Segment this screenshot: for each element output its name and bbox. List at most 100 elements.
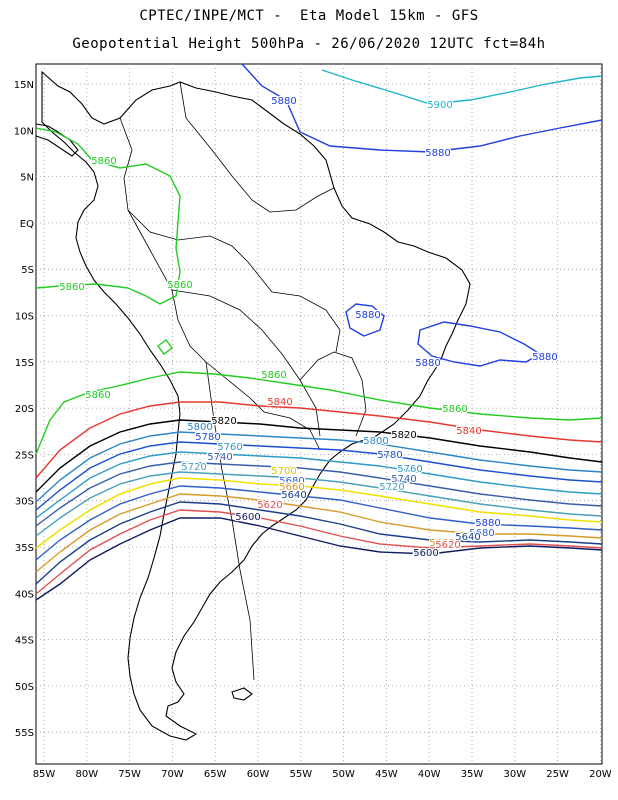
- contour-label-5660: 5660: [429, 538, 454, 549]
- contour-5780: [35, 441, 603, 511]
- contour-label-5760: 5760: [397, 464, 422, 475]
- contour-label-5880: 5880: [532, 352, 557, 363]
- geopotential-contours: [35, 63, 603, 601]
- contour-label-5780: 5780: [195, 432, 220, 443]
- contour-5760: [35, 451, 603, 519]
- contour-label-5860: 5860: [91, 156, 116, 167]
- contour-5860-south: [35, 371, 603, 455]
- lon-label: 65W: [204, 769, 227, 780]
- map-subtitle: Geopotential Height 500hPa - 26/06/2020 …: [72, 36, 546, 52]
- contour-label-5700: 5700: [271, 466, 296, 477]
- contour-label-5800: 5800: [363, 436, 388, 447]
- central-america-coast: [35, 123, 79, 157]
- contour-5860-blob: [157, 339, 173, 355]
- contour-label-5860: 5860: [59, 282, 84, 293]
- lat-label: 25S: [15, 450, 34, 461]
- lon-label: 75W: [118, 769, 141, 780]
- contour-label-5680: 5680: [279, 476, 304, 487]
- contour-5880-blob-a: [345, 303, 385, 337]
- contour-label-5900: 5900: [427, 100, 452, 111]
- map-title: CPTEC/INPE/MCT - Eta Model 15km - GFS: [139, 8, 479, 24]
- contour-label-5640: 5640: [281, 490, 306, 501]
- contour-label-5820: 5820: [211, 416, 236, 427]
- lon-label: 85W: [33, 769, 56, 780]
- lat-label: 5S: [21, 265, 34, 276]
- contour-label-5600: 5600: [413, 548, 438, 559]
- contour-5700: [35, 477, 603, 549]
- contour-label-5740: 5740: [207, 452, 232, 463]
- lon-label: 40W: [418, 769, 441, 780]
- contour-label-5620: 5620: [257, 500, 282, 511]
- lat-label: 15S: [15, 358, 34, 369]
- contour-label-5740: 5740: [391, 474, 416, 485]
- lon-label: 70W: [161, 769, 184, 780]
- longitude-labels: 85W 80W 75W 70W 65W 60W 55W 50W 45W 40W 35W 30W 25W 2…: [33, 769, 612, 780]
- contour-label-5860: 5860: [261, 370, 286, 381]
- lon-label: 35W: [461, 769, 484, 780]
- lat-label: EQ: [20, 219, 34, 230]
- contour-label-5760: 5760: [217, 442, 242, 453]
- contour-5720: [35, 471, 603, 537]
- contour-5880-north: [241, 63, 603, 153]
- contour-label-5860: 5860: [85, 390, 110, 401]
- contour-5820: [35, 419, 603, 493]
- lat-label: 20S: [15, 404, 34, 415]
- contour-label-5720: 5720: [379, 482, 404, 493]
- contour-5660: [35, 493, 603, 573]
- lat-label: 10N: [14, 126, 34, 137]
- contour-label-5600: 5600: [235, 512, 260, 523]
- contour-5840: [35, 401, 603, 479]
- contour-label-5820: 5820: [391, 430, 416, 441]
- lon-label: 30W: [503, 769, 526, 780]
- contour-label-5720: 5720: [181, 462, 206, 473]
- south-america-coast: [41, 70, 471, 741]
- contour-label-5860: 5860: [442, 404, 467, 415]
- contour-label-5780: 5780: [377, 450, 402, 461]
- lat-label: 45S: [15, 636, 34, 647]
- contour-5620: [35, 509, 603, 595]
- lat-label: 50S: [15, 682, 34, 693]
- contour-5880-blob-b: [417, 321, 542, 367]
- contour-label-5860: 5860: [167, 280, 192, 291]
- contour-5680: [35, 485, 603, 561]
- contour-label-5800: 5800: [187, 422, 212, 433]
- lat-label: 5N: [20, 173, 34, 184]
- contour-label-5640: 5640: [455, 532, 480, 543]
- contour-label-5880: 5880: [271, 96, 296, 107]
- map-frame: [35, 63, 603, 765]
- contour-label-5840: 5840: [456, 426, 481, 437]
- contour-label-5680: 5680: [469, 528, 494, 539]
- lon-label: 60W: [247, 769, 270, 780]
- coastlines: [35, 70, 471, 741]
- lat-label: 40S: [15, 589, 34, 600]
- contour-label-5880: 5880: [425, 148, 450, 159]
- lon-label: 80W: [75, 769, 98, 780]
- latitude-labels: 15N 10N 5N EQ 5S 10S 15S 20S 25S 30S 35S 40S 45S 50S 5…: [14, 80, 34, 739]
- contour-labels: 5900 5880 5880 5880 5880 5880 5880 5860 5860 5860…: [58, 95, 559, 561]
- contour-5860-west: [35, 127, 181, 305]
- lon-label: 25W: [546, 769, 569, 780]
- lat-label: 55S: [15, 728, 34, 739]
- contour-5800: [35, 431, 603, 503]
- contour-label-5880: 5880: [355, 310, 380, 321]
- contour-label-5620: 5620: [435, 540, 460, 551]
- contour-5640: [35, 501, 603, 585]
- falklands-coast: [231, 687, 253, 701]
- lat-label: 10S: [15, 312, 34, 323]
- contour-5600: [35, 517, 603, 601]
- lon-label: 20W: [589, 769, 612, 780]
- contour-label-5880: 5880: [415, 358, 440, 369]
- contour-label-5660: 5660: [279, 482, 304, 493]
- contour-label-5880: 5880: [475, 518, 500, 529]
- lon-label: 50W: [332, 769, 355, 780]
- lon-label: 45W: [375, 769, 398, 780]
- contour-5740: [35, 461, 603, 527]
- lat-label: 15N: [14, 80, 34, 91]
- country-borders: [119, 81, 367, 681]
- lon-label: 55W: [289, 769, 312, 780]
- lat-label: 30S: [15, 497, 34, 508]
- lat-label: 35S: [15, 543, 34, 554]
- contour-5900: [321, 69, 603, 105]
- contour-label-5840: 5840: [267, 397, 292, 408]
